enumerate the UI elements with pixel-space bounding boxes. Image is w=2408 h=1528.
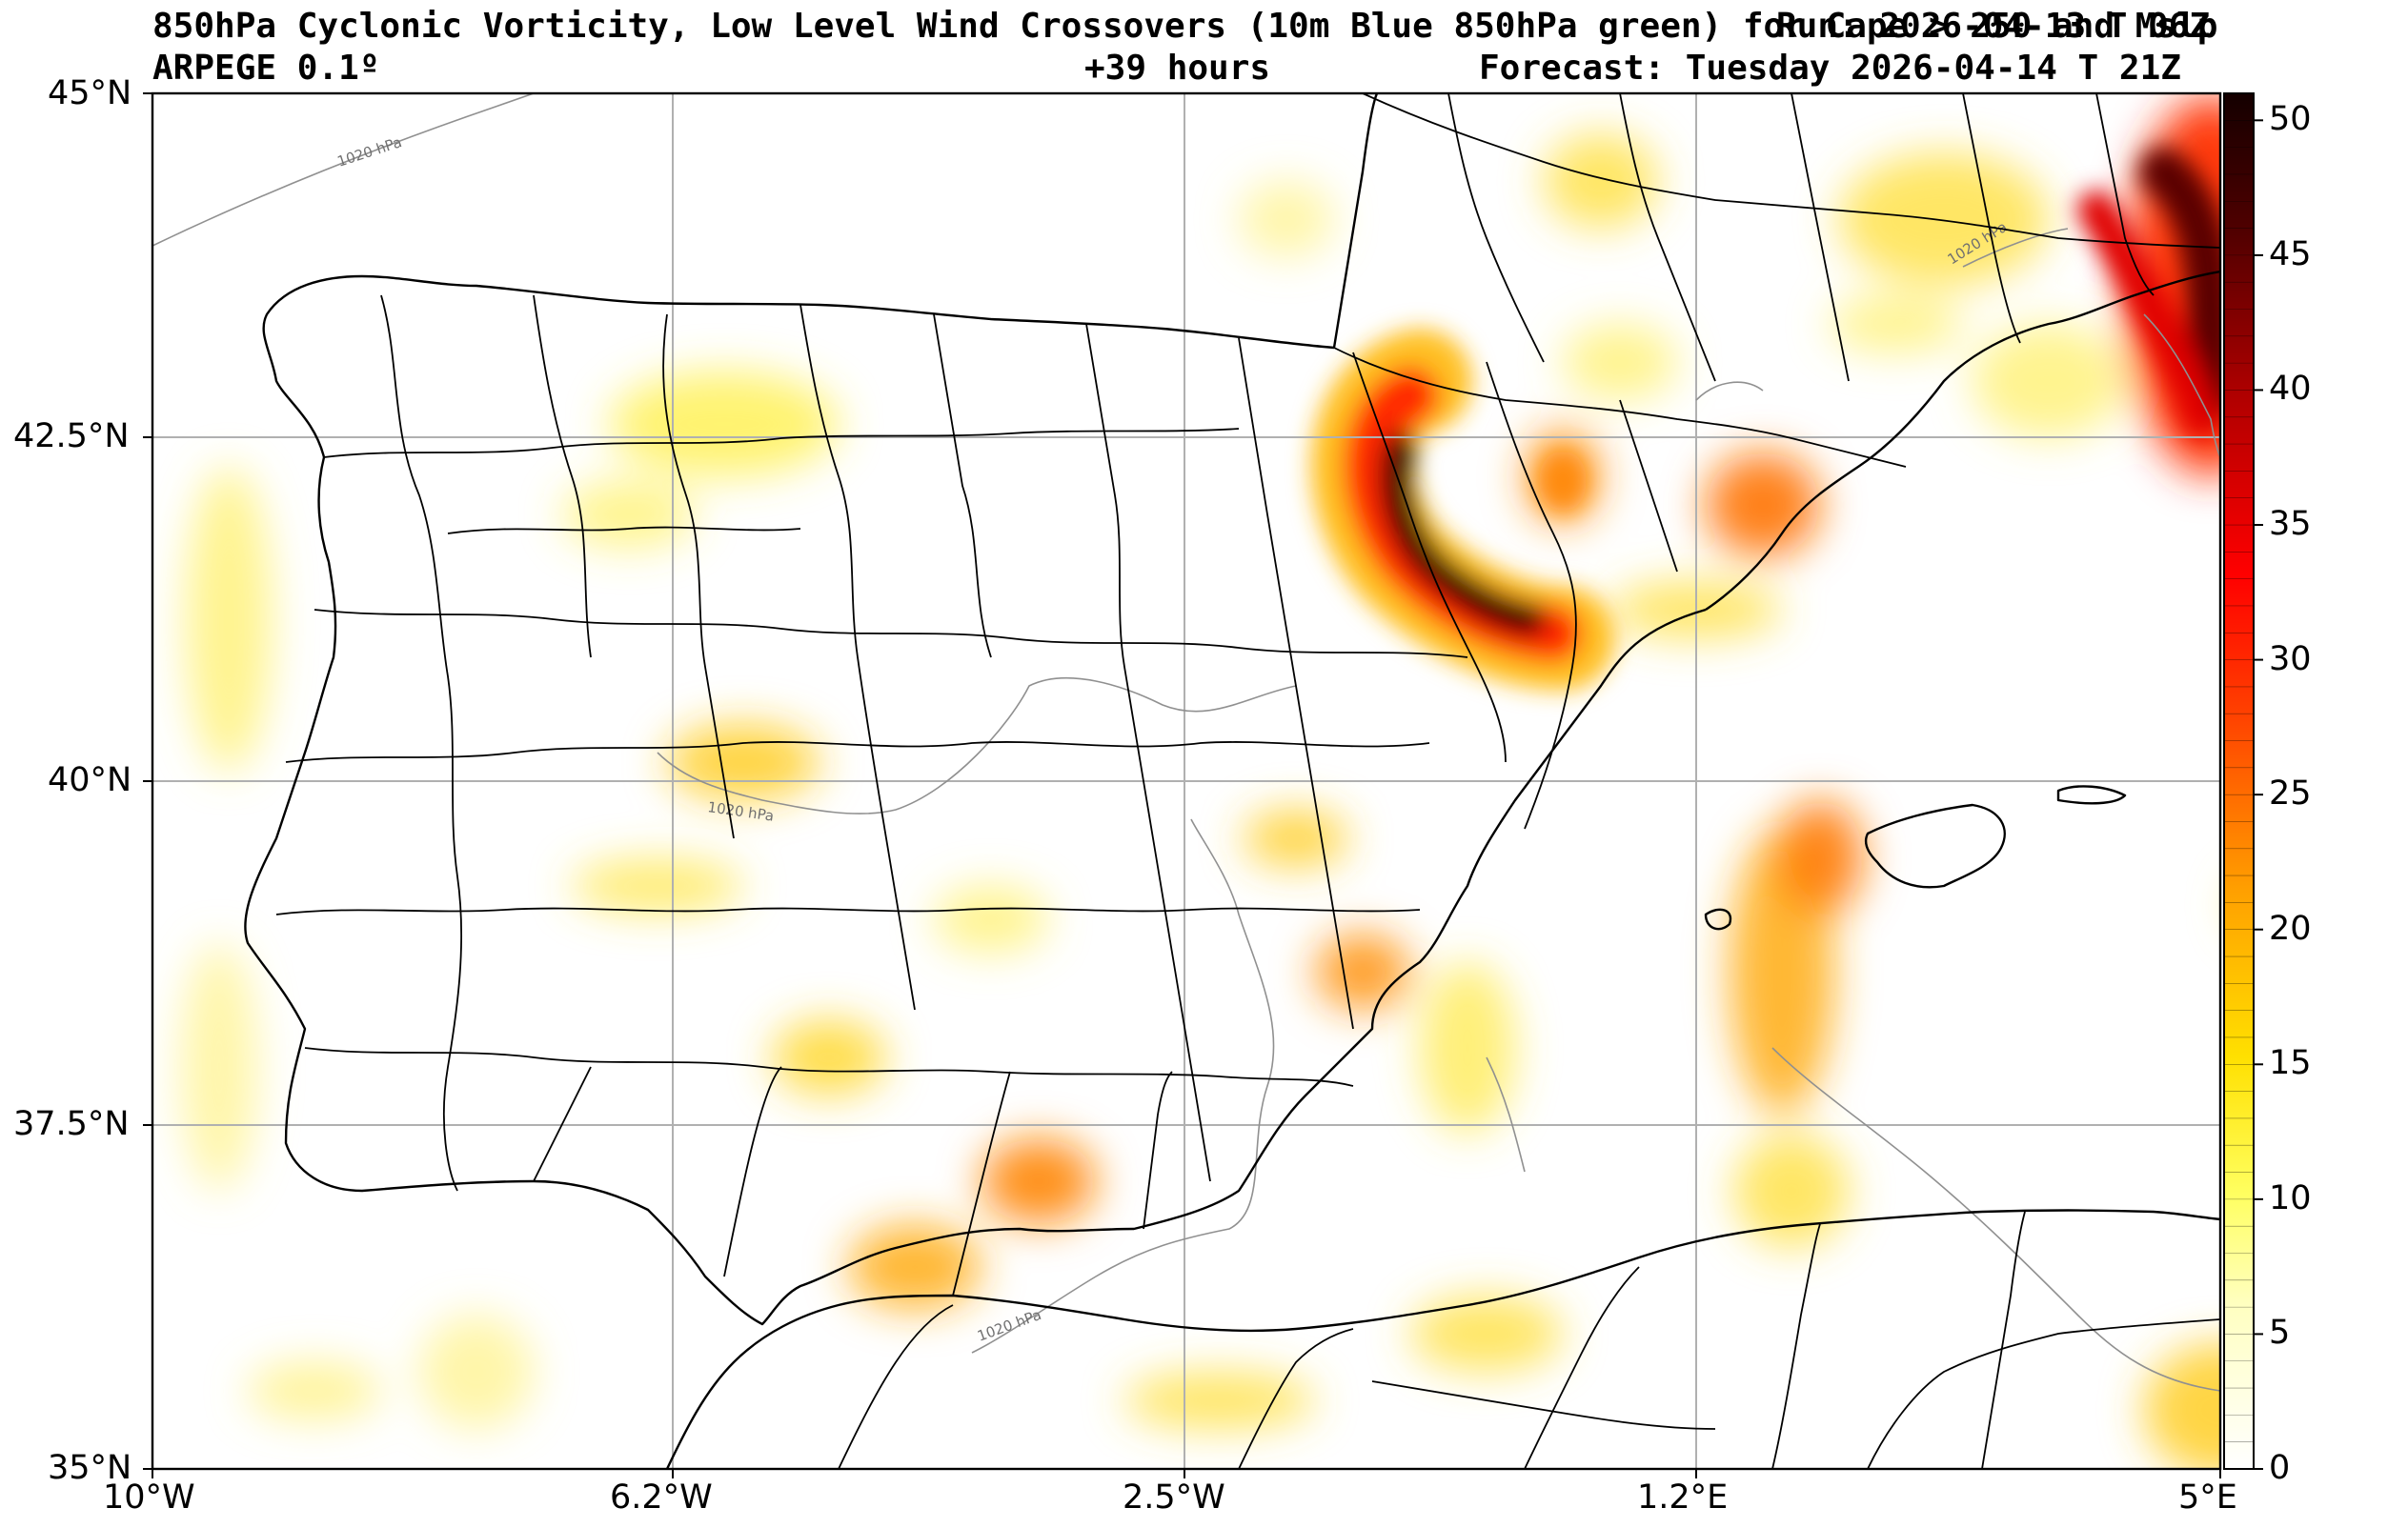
vorticity-blob xyxy=(1973,324,2125,438)
run-label: Run: 2026-04-13 T 06Z xyxy=(1776,7,2211,46)
lat-tick-label: 40°N xyxy=(48,761,132,799)
colorbar-tick-label: 0 xyxy=(2269,1449,2291,1487)
vorticity-blob xyxy=(772,1019,886,1096)
vorticity-blob xyxy=(1420,962,1515,1134)
vorticity-blob xyxy=(181,943,257,1191)
lon-tick-label: 5°E xyxy=(2178,1478,2237,1517)
vorticity-blob xyxy=(1777,800,1863,915)
axis-ticks xyxy=(143,92,2221,1478)
vorticity-blob xyxy=(1563,324,1677,400)
vorticity-blob xyxy=(2144,1343,2220,1469)
colorbar-tick-label: 40 xyxy=(2269,370,2312,409)
africa-coast xyxy=(665,1209,2220,1469)
france-coast xyxy=(1332,93,1379,349)
vorticity-blob xyxy=(1124,1372,1315,1429)
chart-title: 850hPa Cyclonic Vorticity, Low Level Win… xyxy=(152,7,2218,46)
colorbar-tick-label: 45 xyxy=(2269,234,2312,273)
ibiza xyxy=(1704,908,1732,931)
isobars xyxy=(152,93,2220,1392)
iberia-coast xyxy=(244,274,1707,1326)
lat-tick-label: 45°N xyxy=(48,74,132,112)
admin-borders xyxy=(275,93,2220,1469)
colorbar-ticks xyxy=(2224,92,2263,1470)
colorbar xyxy=(2223,92,2255,1470)
mallorca xyxy=(1864,803,2006,889)
colorbar-tick-label: 10 xyxy=(2269,1178,2312,1217)
forecast-label: Forecast: Tuesday 2026-04-14 T 21Z xyxy=(1479,49,2181,88)
lat-tick-label: 37.5°N xyxy=(13,1105,130,1143)
vorticity-blob xyxy=(1239,181,1334,257)
colorbar-tick-label: 25 xyxy=(2269,774,2312,814)
vorticity-blob xyxy=(934,886,1048,953)
coastlines xyxy=(244,93,2220,1469)
lon-tick-label: 10°W xyxy=(103,1478,195,1517)
vorticity-blob xyxy=(248,1362,381,1419)
colorbar-tick-label: 15 xyxy=(2269,1044,2312,1083)
vorticity-blob xyxy=(186,467,272,772)
vorticity-blob xyxy=(1734,1134,1849,1248)
vorticity-blob xyxy=(419,1315,534,1429)
colorbar-tick-label: 50 xyxy=(2269,100,2312,139)
lat-tick-label: 42.5°N xyxy=(13,417,130,455)
vorticity-blob xyxy=(981,1138,1096,1224)
vorticity-blob xyxy=(1315,934,1410,1010)
lon-tick-label: 2.5°W xyxy=(1123,1478,1225,1517)
vorticity-blob xyxy=(667,724,820,800)
colorbar-tick-label: 30 xyxy=(2269,639,2312,678)
colorbar-tick-label: 5 xyxy=(2269,1314,2291,1353)
vorticity-blob xyxy=(1244,810,1348,867)
vorticity-blob xyxy=(1410,1296,1563,1372)
vorticity-blob xyxy=(848,1224,981,1310)
lion-coast xyxy=(1705,270,2220,611)
colorbar-tick-label: 35 xyxy=(2269,505,2312,544)
vorticity-blob xyxy=(1706,452,1820,557)
menorca xyxy=(2056,785,2127,805)
colorbar-tick-label: 20 xyxy=(2269,909,2312,948)
vorticity-arc xyxy=(1310,148,2220,691)
model-label: ARPEGE 0.1º xyxy=(152,49,380,88)
vorticity-blob xyxy=(572,859,743,913)
vorticity-blob xyxy=(610,372,839,476)
lon-tick-label: 6.2°W xyxy=(610,1478,713,1517)
vorticity-blob xyxy=(1839,152,2049,286)
vorticity-blob xyxy=(562,481,696,548)
vorticity-blob xyxy=(1544,133,1658,229)
lead-time-label: +39 hours xyxy=(1084,49,1271,88)
lat-tick-label: 35°N xyxy=(48,1449,132,1487)
vorticity-blob xyxy=(1830,295,1963,352)
lon-tick-label: 1.2°E xyxy=(1637,1478,1729,1517)
